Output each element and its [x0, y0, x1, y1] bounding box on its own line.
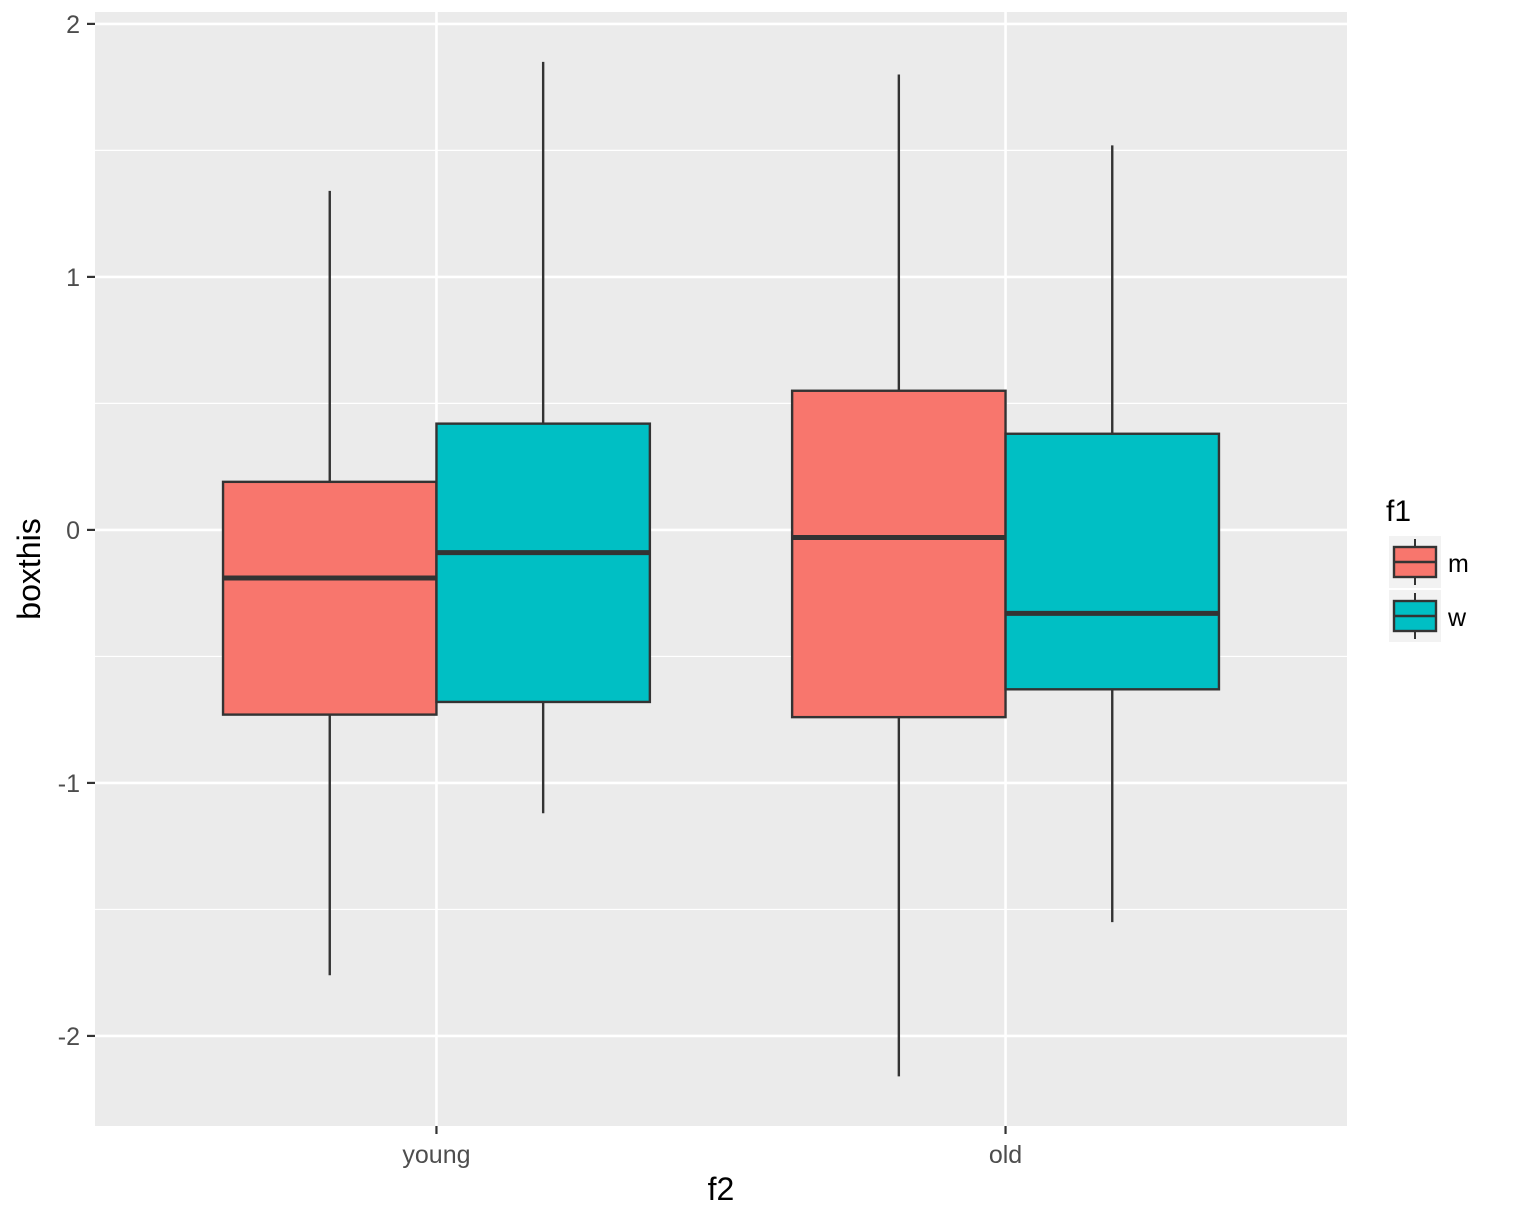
box-m-young: [221, 190, 438, 976]
y-axis-label: boxthis: [11, 518, 47, 619]
axes: -2 -1 0 1 2 young old: [58, 11, 1022, 1169]
x-tick-label: young: [402, 1141, 470, 1169]
box-iqr: [1004, 432, 1221, 691]
box-w-young: [435, 61, 652, 814]
legend-label: m: [1448, 550, 1469, 578]
y-tick-label: -1: [58, 770, 80, 798]
box-iqr: [435, 422, 652, 704]
y-tick-label: 2: [66, 11, 80, 39]
x-axis-label: f2: [708, 1171, 735, 1207]
box-iqr: [790, 389, 1007, 719]
y-tick-label: -2: [58, 1023, 80, 1051]
legend: f1 mw: [1386, 495, 1469, 642]
box-m-old: [790, 74, 1007, 1077]
x-tick-label: old: [989, 1141, 1022, 1169]
y-tick-label: 0: [66, 517, 80, 545]
legend-title: f1: [1386, 495, 1411, 528]
box-iqr: [221, 480, 438, 716]
boxes: [221, 61, 1221, 1077]
legend-label: w: [1447, 604, 1467, 632]
y-tick-label: 1: [66, 264, 80, 292]
box-w-old: [1004, 145, 1221, 923]
